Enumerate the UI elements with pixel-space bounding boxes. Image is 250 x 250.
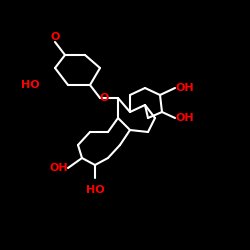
Text: HO: HO [22, 80, 40, 90]
Text: OH: OH [175, 83, 194, 93]
Text: HO: HO [86, 185, 104, 195]
Text: O: O [50, 32, 60, 42]
Text: OH: OH [175, 113, 194, 123]
Text: OH: OH [50, 163, 68, 173]
Text: O: O [100, 93, 110, 103]
